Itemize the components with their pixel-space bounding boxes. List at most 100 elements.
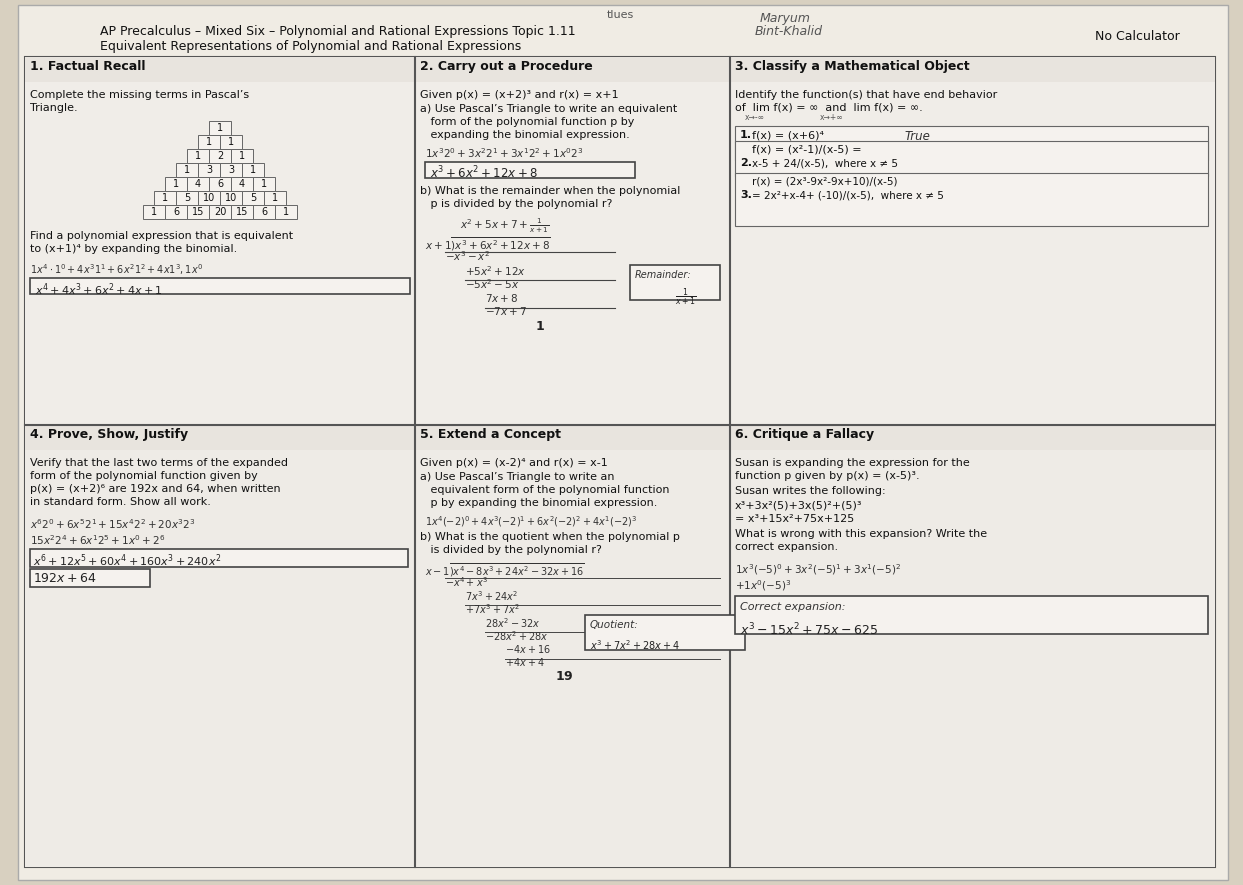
FancyBboxPatch shape — [25, 57, 415, 425]
FancyBboxPatch shape — [25, 57, 1214, 867]
Text: x³+3x²(5)+3x(5)²+(5)³: x³+3x²(5)+3x(5)²+(5)³ — [735, 500, 863, 510]
FancyBboxPatch shape — [242, 191, 264, 205]
Text: AP Precalculus – Mixed Six – Polynomial and Rational Expressions Topic 1.11: AP Precalculus – Mixed Six – Polynomial … — [99, 25, 576, 38]
Text: to (x+1)⁴ by expanding the binomial.: to (x+1)⁴ by expanding the binomial. — [30, 244, 237, 254]
FancyBboxPatch shape — [198, 163, 220, 177]
Text: 1: 1 — [206, 137, 213, 147]
FancyBboxPatch shape — [630, 265, 720, 300]
Text: $x^2 +5x +7 +\frac{1}{x+1}$: $x^2 +5x +7 +\frac{1}{x+1}$ — [460, 217, 549, 235]
Text: 4: 4 — [195, 179, 201, 189]
Text: $x^4 + 4x^3 + 6x^2 + 4x + 1$: $x^4 + 4x^3 + 6x^2 + 4x + 1$ — [35, 281, 163, 297]
Text: $x+1 \overline{) x^3 +6x^2 + 12x +8}$: $x+1 \overline{) x^3 +6x^2 + 12x +8}$ — [425, 235, 551, 252]
Text: $x^6 + 12x^5 + 60x^4 + 160x^3 + 240x^2$: $x^6 + 12x^5 + 60x^4 + 160x^3 + 240x^2$ — [34, 552, 221, 568]
FancyBboxPatch shape — [425, 162, 635, 178]
FancyBboxPatch shape — [25, 425, 415, 450]
Text: 15: 15 — [236, 207, 249, 217]
FancyBboxPatch shape — [220, 191, 242, 205]
FancyBboxPatch shape — [730, 57, 1214, 82]
Text: of  lim f(x) = ∞  and  lim f(x) = ∞.: of lim f(x) = ∞ and lim f(x) = ∞. — [735, 103, 922, 113]
Text: a) Use Pascal’s Triangle to write an equivalent: a) Use Pascal’s Triangle to write an equ… — [420, 104, 677, 114]
FancyBboxPatch shape — [154, 191, 177, 205]
Text: $1x^4 \cdot 1^0 + 4x^3 1^1 + 6x^2 1^2 + 4x 1^3, 1x^0$: $1x^4 \cdot 1^0 + 4x^3 1^1 + 6x^2 1^2 + … — [30, 262, 204, 277]
FancyBboxPatch shape — [415, 57, 730, 425]
Text: Given p(x) = (x-2)⁴ and r(x) = x-1: Given p(x) = (x-2)⁴ and r(x) = x-1 — [420, 458, 608, 468]
FancyBboxPatch shape — [275, 205, 297, 219]
Text: $-4x +16$: $-4x +16$ — [505, 643, 551, 655]
Text: form of the polynomial function given by: form of the polynomial function given by — [30, 471, 257, 481]
Text: $1x^3 2^0 + 3x^2 2^1 + 3 x^1 2^2 + 1x^0 2^3$: $1x^3 2^0 + 3x^2 2^1 + 3 x^1 2^2 + 1x^0 … — [425, 146, 583, 160]
Text: $7x^3 +24x^2$: $7x^3 +24x^2$ — [465, 589, 518, 603]
Text: b) What is the quotient when the polynomial p: b) What is the quotient when the polynom… — [420, 532, 680, 542]
Text: What is wrong with this expansion? Write the: What is wrong with this expansion? Write… — [735, 529, 987, 539]
Text: 5. Extend a Concept: 5. Extend a Concept — [420, 428, 561, 441]
FancyBboxPatch shape — [198, 135, 220, 149]
Text: $\mathbf{19}$: $\mathbf{19}$ — [556, 670, 573, 683]
FancyBboxPatch shape — [254, 205, 275, 219]
Text: $-7x +7$: $-7x +7$ — [485, 305, 527, 317]
Text: Bint-Khalid: Bint-Khalid — [755, 25, 823, 38]
FancyBboxPatch shape — [220, 163, 242, 177]
Text: $7x +8$: $7x +8$ — [485, 292, 518, 304]
Text: $\frac{1}{x+1}$: $\frac{1}{x+1}$ — [675, 287, 696, 309]
FancyBboxPatch shape — [177, 191, 198, 205]
Text: Maryum: Maryum — [759, 12, 810, 25]
Text: 10: 10 — [203, 193, 215, 203]
Text: 3: 3 — [227, 165, 234, 175]
FancyBboxPatch shape — [735, 596, 1208, 634]
Text: $+5x^2 +12x$: $+5x^2 +12x$ — [465, 264, 526, 278]
Text: $x^3 - 15x^2 + 75x - 625$: $x^3 - 15x^2 + 75x - 625$ — [740, 622, 878, 639]
FancyBboxPatch shape — [186, 205, 209, 219]
Text: 6. Critique a Fallacy: 6. Critique a Fallacy — [735, 428, 874, 441]
Text: Identify the function(s) that have end behavior: Identify the function(s) that have end b… — [735, 90, 997, 100]
Text: 1: 1 — [184, 165, 190, 175]
FancyBboxPatch shape — [735, 173, 1208, 226]
Text: 1: 1 — [272, 193, 278, 203]
Text: 5: 5 — [184, 193, 190, 203]
Text: $\mathbf{1}$: $\mathbf{1}$ — [534, 320, 544, 333]
FancyBboxPatch shape — [165, 177, 186, 191]
FancyBboxPatch shape — [730, 425, 1214, 450]
Text: $+ 1x^0 (-5)^3$: $+ 1x^0 (-5)^3$ — [735, 578, 792, 593]
FancyBboxPatch shape — [730, 57, 1214, 425]
Text: 1: 1 — [283, 207, 290, 217]
Text: Susan is expanding the expression for the: Susan is expanding the expression for th… — [735, 458, 970, 468]
FancyBboxPatch shape — [30, 569, 150, 587]
Text: Susan writes the following:: Susan writes the following: — [735, 486, 885, 496]
Text: function p given by p(x) = (x-5)³.: function p given by p(x) = (x-5)³. — [735, 471, 920, 481]
FancyBboxPatch shape — [254, 177, 275, 191]
Text: 3. Classify a Mathematical Object: 3. Classify a Mathematical Object — [735, 60, 970, 73]
FancyBboxPatch shape — [730, 425, 1214, 867]
Text: $-5x^2 -5x$: $-5x^2 -5x$ — [465, 277, 520, 291]
FancyBboxPatch shape — [30, 549, 408, 567]
FancyBboxPatch shape — [264, 191, 286, 205]
Text: $x^3 + 7x^2 + 28x + 4$: $x^3 + 7x^2 + 28x + 4$ — [590, 638, 680, 651]
Text: p by expanding the binomial expression.: p by expanding the binomial expression. — [420, 498, 658, 508]
Text: in standard form. Show all work.: in standard form. Show all work. — [30, 497, 211, 507]
FancyBboxPatch shape — [209, 149, 231, 163]
Text: $1x^4 (-2)^0 + 4x^3 (-2)^1 + 6x^2 (-2)^2 + 4x^1 (-2)^3$: $1x^4 (-2)^0 + 4x^3 (-2)^1 + 6x^2 (-2)^2… — [425, 514, 638, 529]
Text: 1: 1 — [173, 179, 179, 189]
FancyBboxPatch shape — [17, 5, 1228, 880]
Text: f(x) = (x²-1)/(x-5) =: f(x) = (x²-1)/(x-5) = — [752, 144, 861, 154]
FancyBboxPatch shape — [231, 177, 254, 191]
Text: 15: 15 — [191, 207, 204, 217]
FancyBboxPatch shape — [231, 205, 254, 219]
Text: Quotient:: Quotient: — [590, 620, 639, 630]
Text: $x^3 + 6x^2 + 12x + 8$: $x^3 + 6x^2 + 12x + 8$ — [430, 165, 538, 181]
FancyBboxPatch shape — [415, 425, 730, 867]
Text: f(x) = (x+6)⁴: f(x) = (x+6)⁴ — [752, 130, 824, 140]
FancyBboxPatch shape — [165, 205, 186, 219]
Text: $-x^4 +x^3$: $-x^4 +x^3$ — [445, 575, 488, 589]
Text: x→-∞: x→-∞ — [745, 113, 764, 122]
Text: 4. Prove, Show, Justify: 4. Prove, Show, Justify — [30, 428, 188, 441]
Text: True: True — [905, 130, 931, 143]
Text: Complete the missing terms in Pascal’s: Complete the missing terms in Pascal’s — [30, 90, 249, 100]
FancyBboxPatch shape — [30, 278, 410, 294]
Text: 1: 1 — [195, 151, 201, 161]
Text: Remainder:: Remainder: — [635, 270, 691, 280]
FancyBboxPatch shape — [415, 425, 730, 450]
Text: 1: 1 — [150, 207, 157, 217]
FancyBboxPatch shape — [209, 121, 231, 135]
FancyBboxPatch shape — [198, 191, 220, 205]
Text: 6: 6 — [173, 207, 179, 217]
